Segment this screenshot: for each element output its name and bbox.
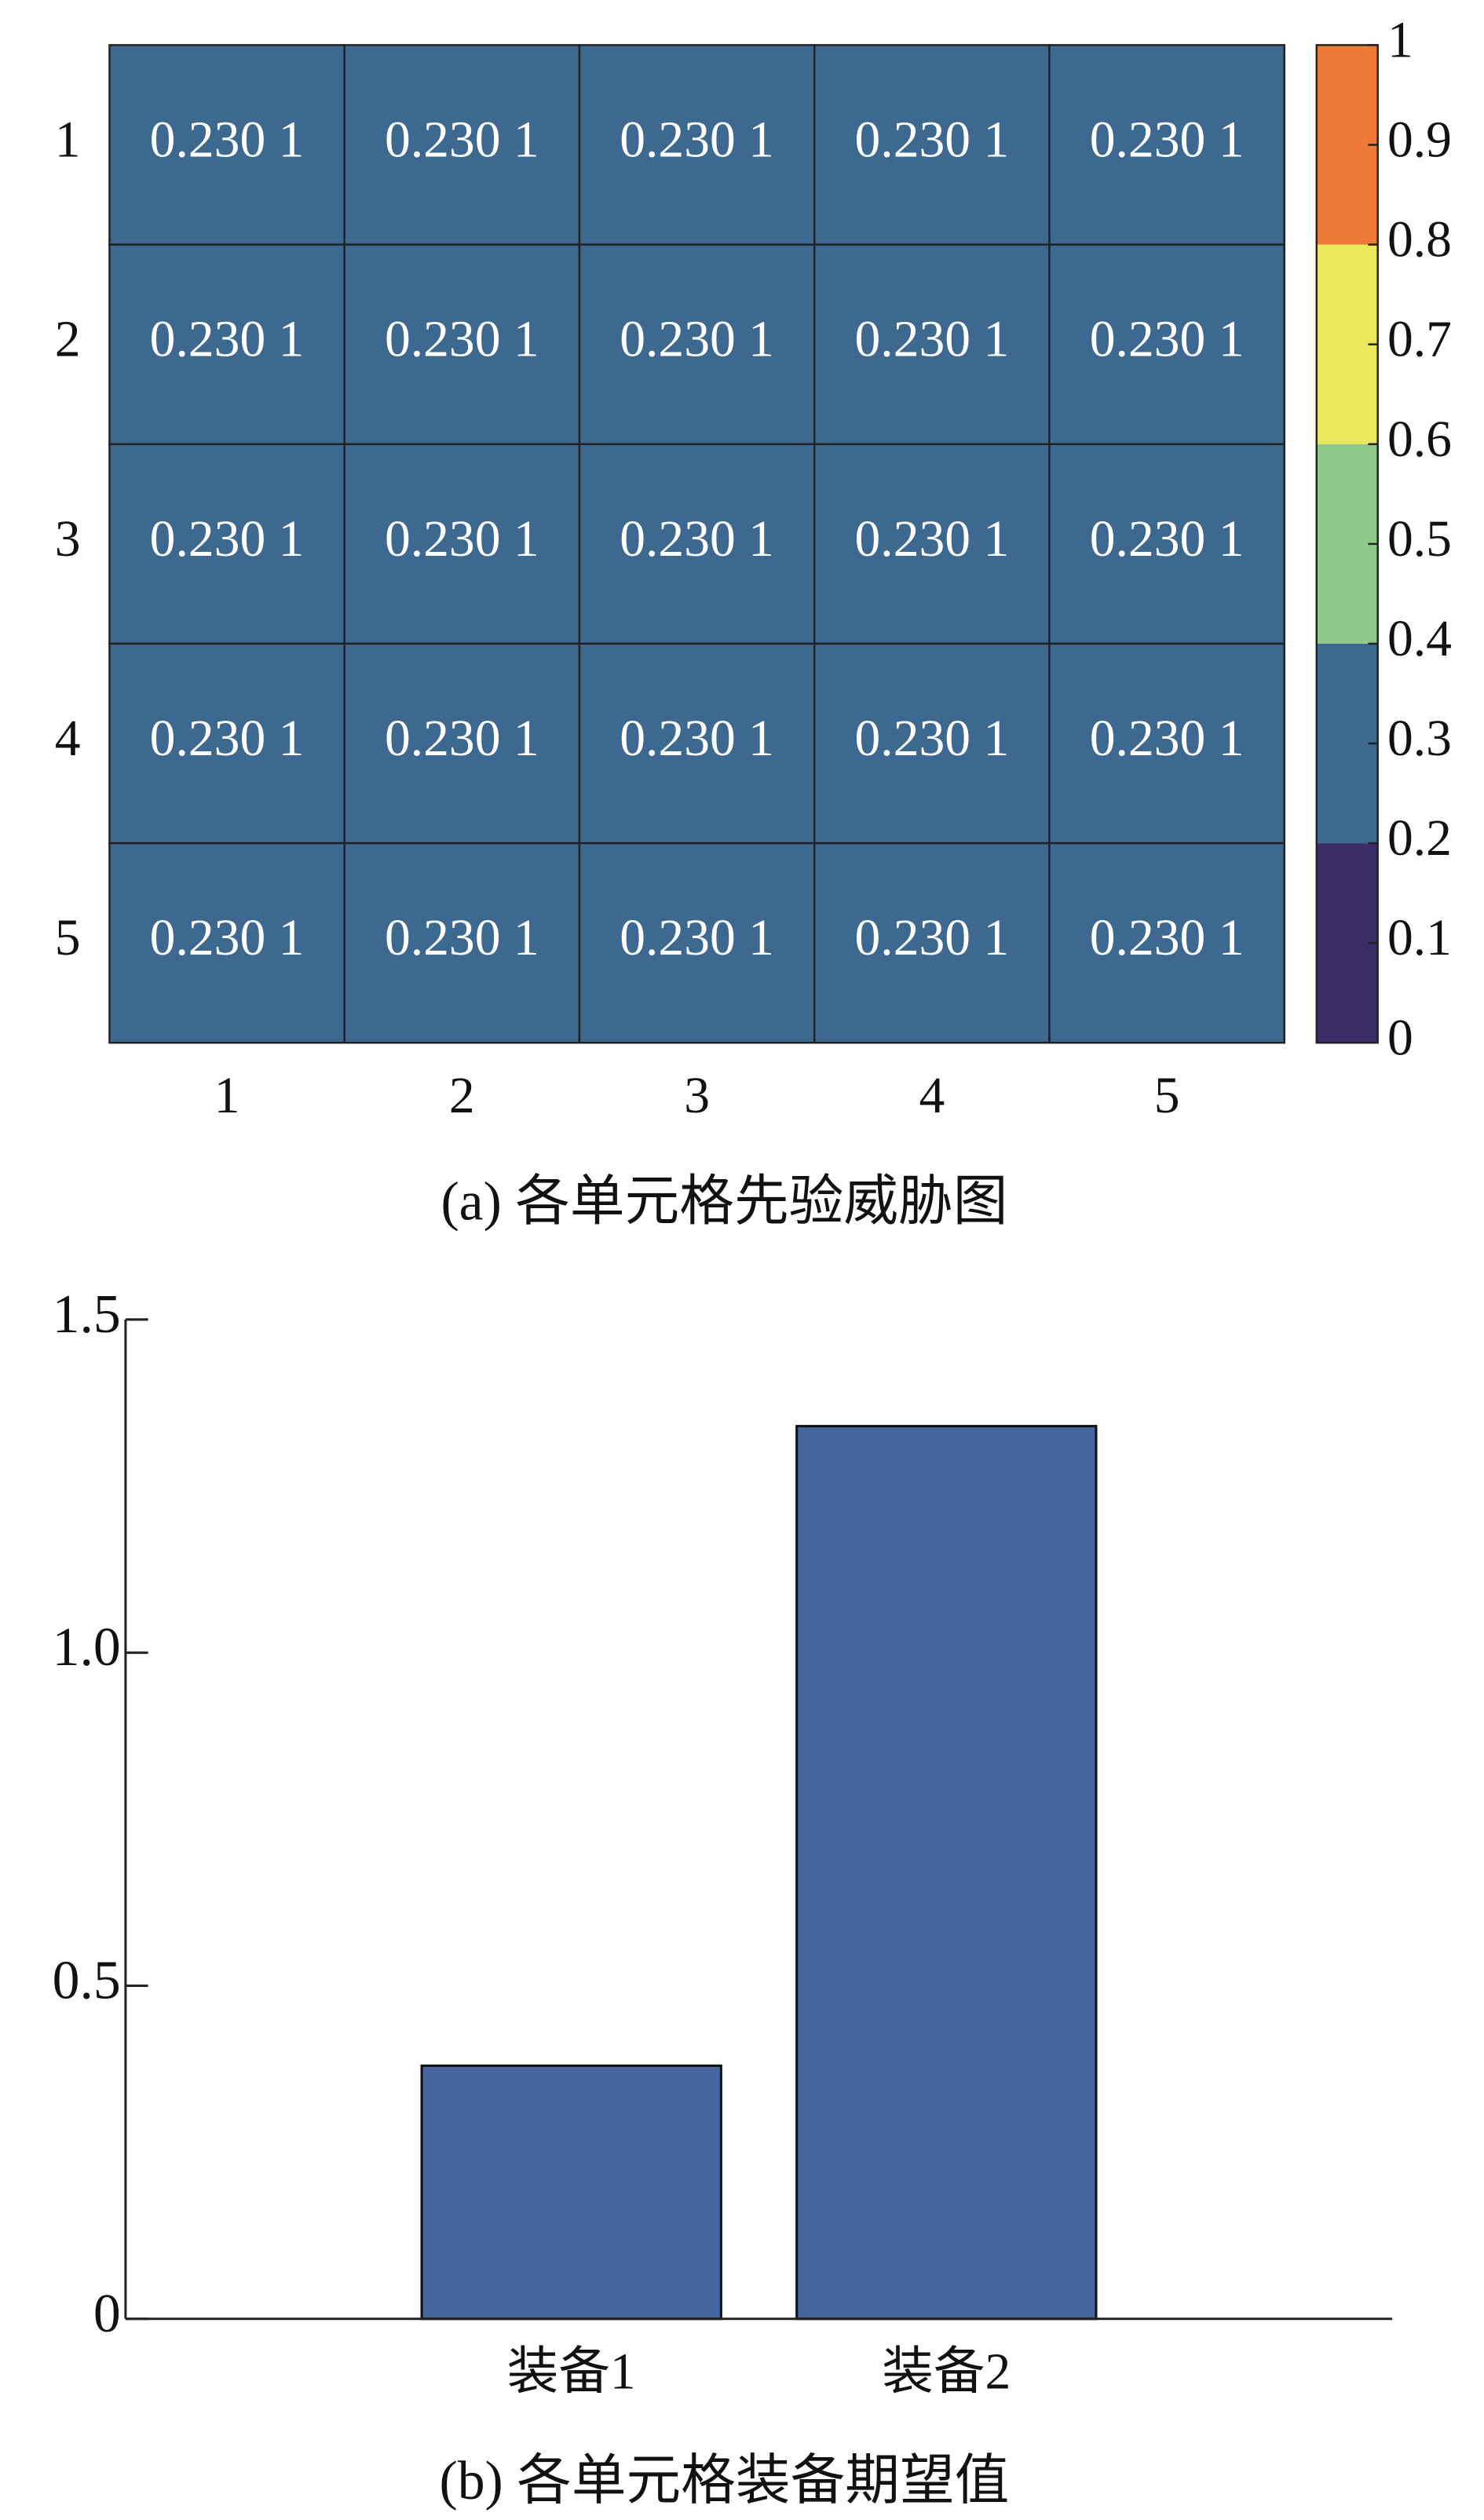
x-tick-label: 5 — [1154, 1068, 1180, 1124]
heatmap-cell — [1048, 443, 1286, 645]
colorbar-segment — [1316, 843, 1378, 1043]
y-tick-label: 1.5 — [53, 1284, 121, 1345]
colorbar-tick-label: 0.2 — [1387, 810, 1452, 867]
colorbar-tick-label: 0.6 — [1387, 411, 1452, 468]
heatmap-cell — [813, 44, 1051, 246]
y-tick-label: 1.0 — [53, 1617, 121, 1678]
colorbar-tick-label: 0.5 — [1387, 511, 1452, 568]
heatmap-cell — [578, 642, 816, 845]
heatmap-cell — [343, 44, 581, 246]
cell-label: 0.230 1 — [855, 312, 1010, 368]
colorbar-tick-label: 0.1 — [1387, 910, 1452, 966]
cell-label: 0.230 1 — [620, 910, 774, 966]
y-tick-label: 4 — [55, 710, 81, 767]
colorbar-segment — [1316, 643, 1378, 844]
cell-label: 0.230 1 — [620, 112, 774, 169]
cell-label: 0.230 1 — [385, 312, 539, 368]
heatmap-cell — [1048, 44, 1286, 246]
cell-label: 0.230 1 — [150, 112, 305, 169]
cell-label: 0.230 1 — [620, 710, 774, 767]
cell-label: 0.230 1 — [855, 112, 1010, 169]
x-tick-label: 装备2 — [882, 2344, 1011, 2401]
heatmap-cell — [343, 842, 581, 1044]
heatmap-cell — [343, 443, 581, 645]
x-tick-label: 2 — [449, 1068, 475, 1124]
cell-label: 0.230 1 — [1090, 112, 1245, 169]
heatmap-cell — [108, 642, 345, 845]
cell-label: 0.230 1 — [1090, 312, 1245, 368]
heatmap-cell — [108, 44, 345, 246]
caption-b: (b) 各单元格装备期望值 — [440, 2451, 1010, 2511]
cell-label: 0.230 1 — [385, 112, 539, 169]
cell-label: 0.230 1 — [150, 511, 305, 568]
heatmap-cell — [1048, 243, 1286, 445]
heatmap-cell — [578, 443, 816, 645]
cell-label: 0.230 1 — [385, 910, 539, 966]
cell-label: 0.230 1 — [150, 312, 305, 368]
colorbar-tick-label: 0.7 — [1387, 312, 1452, 368]
colorbar-tick-label: 0.8 — [1387, 212, 1452, 268]
bar — [795, 1425, 1098, 2321]
cell-label: 0.230 1 — [150, 910, 305, 966]
y-tick-label: 1 — [55, 112, 81, 169]
colorbar-tick-label: 0.4 — [1387, 611, 1452, 667]
cell-label: 0.230 1 — [385, 710, 539, 767]
cell-label: 0.230 1 — [620, 511, 774, 568]
heatmap-cell — [1048, 642, 1286, 845]
heatmap-cell — [813, 443, 1051, 645]
heatmap-cell — [578, 243, 816, 445]
caption-a: (a) 各单元格先验威胁图 — [440, 1171, 1007, 1232]
cell-label: 0.230 1 — [620, 312, 774, 368]
bar — [420, 2064, 722, 2321]
colorbar-tick-label: 0 — [1387, 1010, 1413, 1066]
cell-label: 0.230 1 — [150, 710, 305, 767]
y-tick-label: 2 — [55, 312, 81, 368]
colorbar-segment — [1316, 45, 1378, 245]
cell-label: 0.230 1 — [855, 511, 1010, 568]
colorbar-segment — [1316, 244, 1378, 444]
heatmap-cell — [578, 44, 816, 246]
colorbar-tick-label: 0.9 — [1387, 112, 1452, 169]
cell-label: 0.230 1 — [1090, 910, 1245, 966]
heatmap-cell — [1048, 842, 1286, 1044]
y-tick-label: 0 — [93, 2284, 121, 2344]
colorbar-tick-label: 1 — [1387, 12, 1413, 68]
cell-label: 0.230 1 — [855, 710, 1010, 767]
y-tick-label: 3 — [55, 511, 81, 568]
colorbar-segment — [1316, 444, 1378, 644]
heatmap-cell — [813, 642, 1051, 845]
cell-label: 0.230 1 — [855, 910, 1010, 966]
cell-label: 0.230 1 — [385, 511, 539, 568]
y-tick-label: 0.5 — [53, 1950, 121, 2011]
x-tick-label: 4 — [919, 1068, 945, 1124]
y-tick-label: 5 — [55, 910, 81, 966]
cell-label: 0.230 1 — [1090, 710, 1245, 767]
cell-label: 0.230 1 — [1090, 511, 1245, 568]
x-tick-label: 1 — [214, 1068, 240, 1124]
heatmap-cell — [108, 243, 345, 445]
heatmap-cell — [343, 642, 581, 845]
heatmap-cell — [108, 842, 345, 1044]
x-tick-label: 3 — [684, 1068, 710, 1124]
colorbar-tick-label: 0.3 — [1387, 710, 1452, 767]
x-tick-label: 装备1 — [507, 2344, 636, 2401]
heatmap-cell — [578, 842, 816, 1044]
